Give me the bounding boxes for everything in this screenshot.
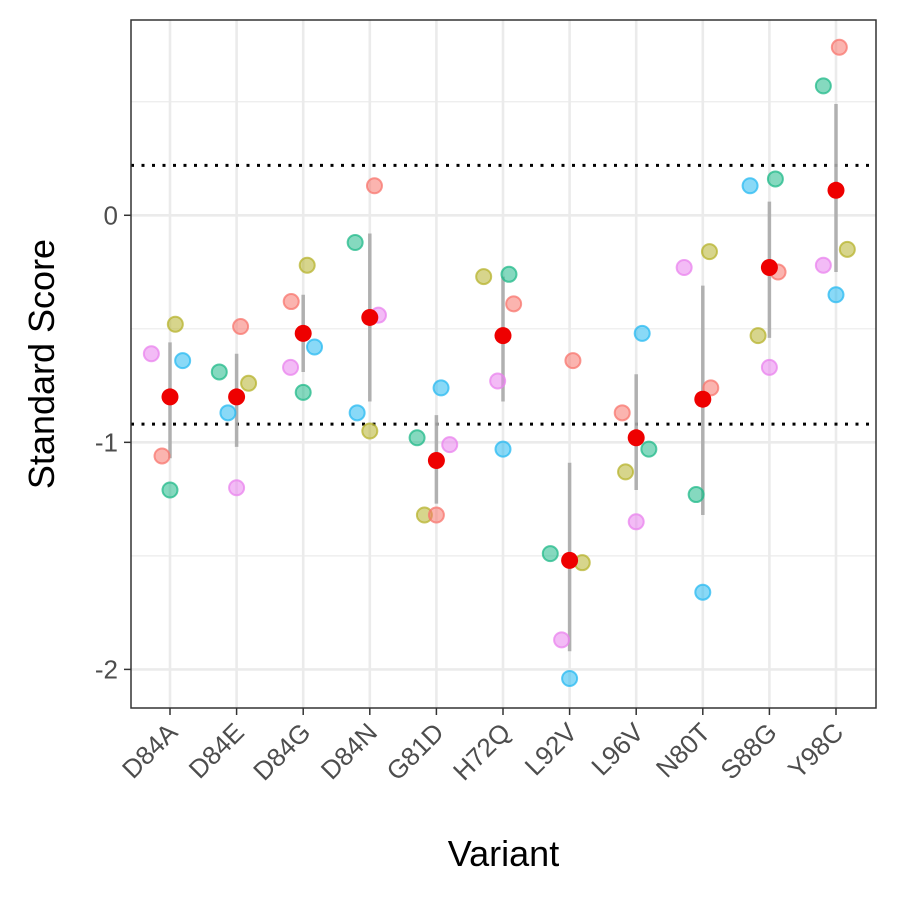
replicate-point — [505, 295, 523, 313]
y-axis-title: Standard Score — [21, 239, 62, 489]
replicate-point — [564, 352, 582, 370]
mean-point — [294, 324, 312, 342]
x-tick-label: L92V — [519, 717, 584, 782]
replicate-point — [561, 669, 579, 687]
replicate-point — [702, 379, 720, 397]
x-tick-label: Y98C — [782, 717, 849, 784]
mean-points — [161, 181, 845, 569]
replicate-point — [441, 436, 459, 454]
x-tick-label: N80T — [650, 717, 716, 783]
replicate-point — [675, 258, 693, 276]
x-axis-title: Variant — [448, 833, 559, 874]
x-tick-label: L96V — [585, 717, 650, 782]
replicate-point — [814, 256, 832, 274]
replicate-point — [838, 240, 856, 258]
replicate-point — [153, 447, 171, 465]
x-tick-label: D84G — [247, 717, 316, 786]
replicate-point — [814, 77, 832, 95]
x-tick-label: S88G — [714, 717, 782, 785]
x-tick-label: H72Q — [447, 717, 516, 786]
replicate-point — [687, 486, 705, 504]
mean-point — [827, 181, 845, 199]
replicate-point — [494, 440, 512, 458]
replicate-points — [142, 38, 856, 687]
replicate-point — [617, 463, 635, 481]
replicate-point — [741, 177, 759, 195]
replicate-point — [640, 440, 658, 458]
replicate-point — [627, 513, 645, 531]
replicate-point — [613, 404, 631, 422]
replicate-point — [361, 422, 379, 440]
replicate-point — [161, 481, 179, 499]
replicate-point — [232, 318, 250, 336]
y-tick-label: -1 — [95, 427, 118, 457]
x-tick-label: D84A — [116, 717, 184, 785]
replicate-point — [298, 256, 316, 274]
replicate-point — [210, 363, 228, 381]
mean-point — [627, 429, 645, 447]
mean-point — [228, 388, 246, 406]
replicate-point — [174, 352, 192, 370]
replicate-point — [282, 358, 300, 376]
replicate-point — [408, 429, 426, 447]
replicate-point — [432, 379, 450, 397]
replicate-point — [166, 315, 184, 333]
mean-point — [361, 308, 379, 326]
replicate-point — [766, 170, 784, 188]
mean-point — [494, 327, 512, 345]
mean-point — [561, 551, 579, 569]
replicate-point — [240, 374, 258, 392]
mean-point — [161, 388, 179, 406]
replicate-point — [700, 243, 718, 261]
mean-point — [427, 452, 445, 470]
x-tick-label: D84N — [315, 717, 383, 785]
replicate-point — [553, 631, 571, 649]
replicate-point — [633, 324, 651, 342]
replicate-point — [427, 506, 445, 524]
replicate-point — [346, 234, 364, 252]
replicate-point — [294, 383, 312, 401]
replicate-point — [694, 583, 712, 601]
replicate-point — [827, 286, 845, 304]
y-axis: 0 -1 -2 — [95, 200, 131, 684]
replicate-point — [365, 177, 383, 195]
y-tick-label: 0 — [104, 200, 118, 230]
replicate-point — [749, 327, 767, 345]
replicate-point — [282, 293, 300, 311]
replicate-point — [760, 358, 778, 376]
mean-point — [694, 390, 712, 408]
replicate-point — [475, 268, 493, 286]
reference-lines — [131, 163, 876, 426]
replicate-point — [489, 372, 507, 390]
x-tick-label: D84E — [183, 717, 250, 784]
replicate-point — [500, 265, 518, 283]
replicate-point — [348, 404, 366, 422]
x-tick-label: G81D — [380, 717, 449, 786]
replicate-point — [830, 38, 848, 56]
replicate-point — [541, 545, 559, 563]
replicate-point — [228, 479, 246, 497]
y-tick-label: -2 — [95, 654, 118, 684]
replicate-point — [142, 345, 160, 363]
replicate-point — [219, 404, 237, 422]
replicate-point — [306, 338, 324, 356]
mean-point — [760, 258, 778, 276]
